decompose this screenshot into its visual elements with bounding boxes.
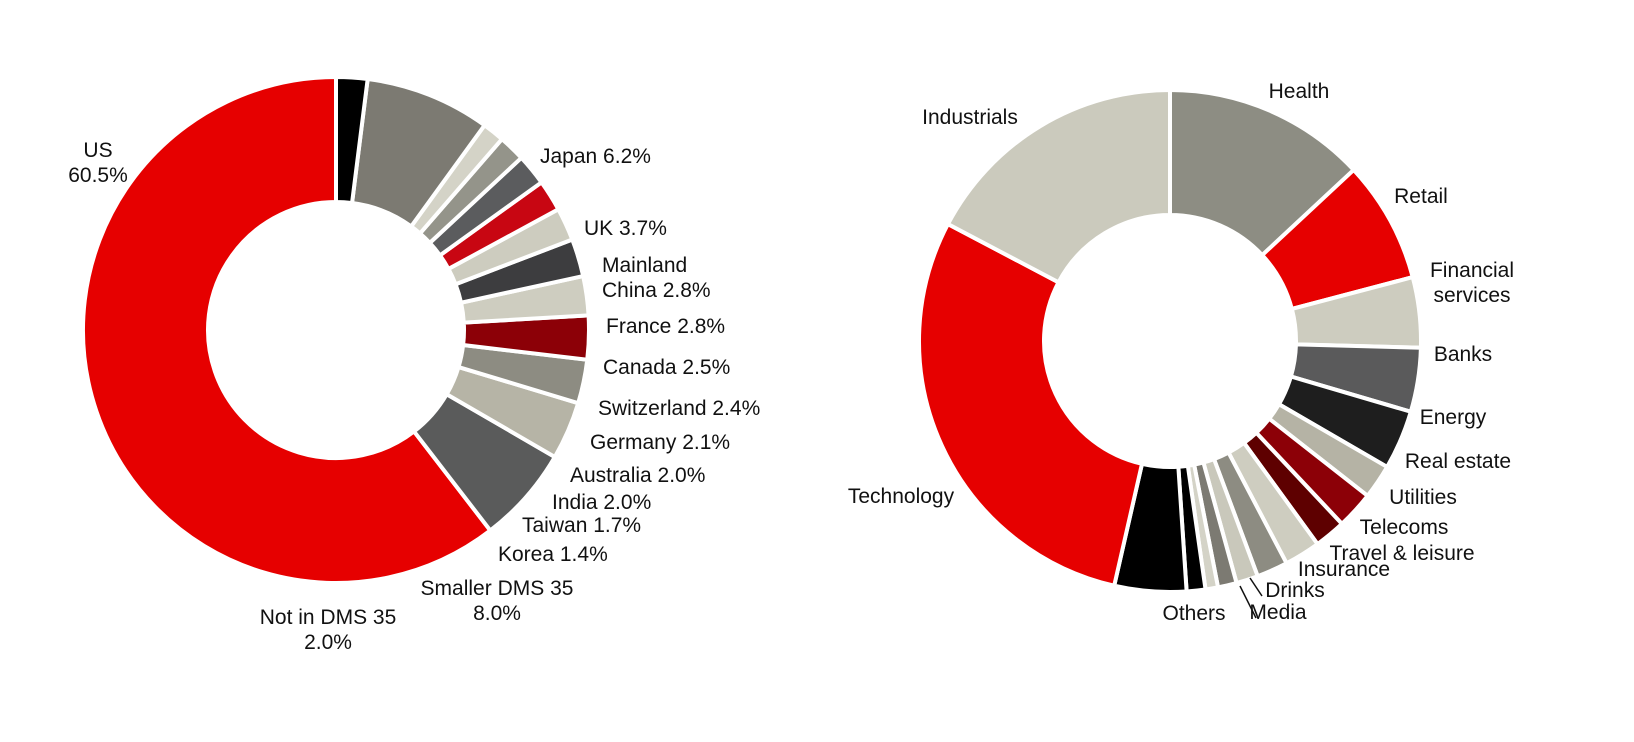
sector-donut-chart [917, 87, 1423, 594]
country-label-mainland-china: Mainland China 2.8% [602, 254, 711, 302]
sector-label-travel-and-leisure: Travel & leisure [1329, 542, 1474, 565]
country-label-taiwan: Taiwan 1.7% [522, 514, 641, 537]
country-slice-not-in-dms-35 [334, 74, 370, 206]
sector-label-health: Health [1269, 80, 1330, 103]
sector-label-telecoms: Telecoms [1360, 516, 1449, 539]
sector-label-line: Media [1249, 601, 1307, 624]
sector-label-line: Insurance [1298, 558, 1390, 581]
country-label-us: US 60.5% [68, 139, 128, 187]
country-label-canada: Canada 2.5% [603, 356, 730, 379]
country-donut-chart [81, 74, 591, 585]
country-label-germany: Germany 2.1% [590, 431, 730, 454]
country-label-line: Japan 6.2% [540, 145, 651, 168]
sector-label-real-estate: Real estate [1405, 450, 1511, 473]
sector-label-line: Utilities [1389, 486, 1457, 509]
country-label-line: India 2.0% [552, 491, 651, 514]
sector-label-technology: Technology [848, 485, 955, 508]
sector-label-media: Media [1249, 601, 1307, 624]
country-label-line: UK 3.7% [584, 217, 667, 240]
country-label-line: Smaller DMS 35 [421, 577, 574, 600]
sector-label-line: Financial [1430, 259, 1514, 282]
country-label-line: Korea 1.4% [498, 543, 608, 566]
sector-label-banks: Banks [1434, 343, 1492, 366]
leader-drinks [1249, 577, 1263, 597]
country-label-line: 2.0% [304, 631, 352, 654]
country-label-smaller-dms-35: Smaller DMS 35 8.0% [421, 577, 574, 625]
sector-label-line: Travel & leisure [1329, 542, 1474, 565]
sector-label-line: Health [1269, 80, 1330, 103]
country-label-line: France 2.8% [606, 315, 725, 338]
country-label-not-in-dms-35: Not in DMS 35 2.0% [260, 606, 397, 654]
sector-label-drinks: Drinks [1265, 579, 1325, 602]
country-slice-us [81, 74, 494, 585]
country-label-france: France 2.8% [606, 315, 725, 338]
sector-label-energy: Energy [1420, 406, 1487, 429]
country-label-line: Germany 2.1% [590, 431, 730, 454]
country-label-japan: Japan 6.2% [540, 145, 651, 168]
country-label-line: China 2.8% [602, 279, 711, 302]
sector-label-line: Others [1162, 602, 1225, 625]
country-label-india: India 2.0% [552, 491, 651, 514]
sector-label-line: Technology [848, 485, 955, 508]
sector-label-insurance: Insurance [1298, 558, 1390, 581]
sector-label-line: Drinks [1265, 579, 1325, 602]
country-label-line: Canada 2.5% [603, 356, 730, 379]
sector-label-line: services [1433, 284, 1510, 307]
sector-label-utilities: Utilities [1389, 486, 1457, 509]
country-slice-japan [411, 391, 558, 534]
sector-label-retail: Retail [1394, 185, 1448, 208]
segment-labels: US 60.5% Japan 6.2% UK 3.7% Mainland China 2.… [68, 80, 1514, 654]
leader-media [1239, 585, 1257, 619]
country-label-line: Taiwan 1.7% [522, 514, 641, 537]
country-label-australia: Australia 2.0% [570, 464, 705, 487]
country-label-line: Australia 2.0% [570, 464, 705, 487]
label-leader-lines [1239, 577, 1263, 619]
country-label-line: Switzerland 2.4% [598, 397, 760, 420]
sector-label-line: Real estate [1405, 450, 1511, 473]
country-label-korea: Korea 1.4% [498, 543, 608, 566]
country-label-line: 8.0% [473, 602, 521, 625]
sector-label-line: Banks [1434, 343, 1492, 366]
country-label-uk: UK 3.7% [584, 217, 667, 240]
country-label-line: US [83, 139, 112, 162]
sector-label-others: Others [1162, 602, 1225, 625]
country-label-line: 60.5% [68, 164, 128, 187]
sector-slice-industrials [945, 87, 1172, 285]
country-slice-smaller-dms-35 [349, 76, 488, 230]
sector-label-financial-services: Financial services [1430, 259, 1514, 307]
country-label-switzerland: Switzerland 2.4% [598, 397, 760, 420]
sector-slice-technology [917, 221, 1145, 589]
country-label-line: Mainland [602, 254, 687, 277]
sector-label-line: Telecoms [1360, 516, 1449, 539]
country-slice-uk [443, 364, 581, 460]
sector-label-line: Energy [1420, 406, 1487, 429]
sector-label-line: Retail [1394, 185, 1448, 208]
sector-label-line: Industrials [922, 106, 1018, 129]
sector-label-industrials: Industrials [922, 106, 1018, 129]
country-label-line: Not in DMS 35 [260, 606, 397, 629]
